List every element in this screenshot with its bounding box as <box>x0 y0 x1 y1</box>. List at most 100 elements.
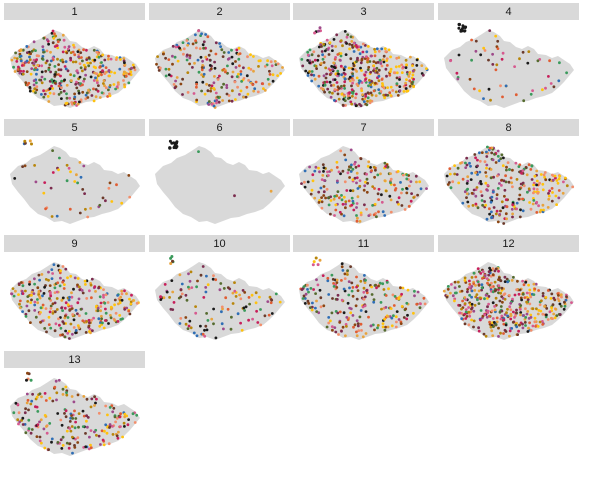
map-point <box>322 166 326 170</box>
map-point <box>533 287 537 291</box>
map-point <box>554 194 558 198</box>
map-point <box>397 196 401 200</box>
map-point <box>376 61 380 64</box>
map-point <box>104 319 107 322</box>
map-point <box>380 307 383 311</box>
map-point <box>343 277 347 280</box>
map-point <box>43 92 47 96</box>
map-point <box>366 99 369 103</box>
map-point <box>502 293 506 297</box>
map-point <box>94 88 98 91</box>
map-point <box>355 334 359 338</box>
map-point <box>501 206 505 210</box>
map-point <box>73 95 77 99</box>
map-point <box>497 335 500 338</box>
map-point <box>76 441 80 444</box>
map-point <box>118 314 122 317</box>
map-point <box>59 276 62 280</box>
map-point <box>78 62 82 65</box>
map-point <box>477 289 481 293</box>
map-point <box>464 281 468 284</box>
map-point <box>373 284 377 287</box>
map-point <box>355 76 359 80</box>
map-point <box>356 289 360 292</box>
map-point <box>23 139 27 143</box>
map-point <box>349 35 353 39</box>
map-point <box>474 39 478 43</box>
map-point <box>400 63 404 67</box>
map-point <box>120 201 124 205</box>
map-point <box>492 175 495 179</box>
map-point <box>358 52 362 56</box>
map-point <box>474 156 477 160</box>
map-point <box>508 334 511 338</box>
map-point <box>209 87 213 90</box>
map-point <box>495 209 499 213</box>
map-point <box>359 104 363 108</box>
map-point <box>38 312 41 316</box>
map-point <box>502 322 506 326</box>
map-point <box>227 51 231 54</box>
map-point <box>485 166 488 170</box>
map-point <box>39 418 43 422</box>
map-point <box>350 196 354 200</box>
map-point <box>68 308 72 311</box>
map-point <box>326 48 330 51</box>
map-point <box>125 306 129 310</box>
map-point <box>489 274 493 278</box>
map-point <box>35 395 39 399</box>
map-point <box>204 55 208 59</box>
map-point <box>369 324 373 328</box>
map-point <box>413 294 416 298</box>
map-point <box>557 196 561 200</box>
map-point <box>30 399 34 403</box>
map-point <box>182 52 185 56</box>
map-point <box>425 187 428 190</box>
map-point <box>340 84 343 88</box>
map-point <box>525 312 529 316</box>
map-point <box>49 186 53 190</box>
map-point <box>558 61 561 65</box>
map-point <box>238 64 241 68</box>
map-point <box>347 199 351 203</box>
map-point <box>218 74 221 78</box>
map-point <box>358 220 362 223</box>
map-point <box>229 327 233 331</box>
map-point <box>363 73 367 77</box>
map-point <box>459 161 462 165</box>
map-point <box>409 55 412 59</box>
map-point <box>395 71 399 75</box>
map-point <box>300 288 304 291</box>
map-point <box>515 207 518 211</box>
map-point <box>474 202 478 206</box>
map-point <box>200 89 203 93</box>
map-point <box>332 38 336 41</box>
map-point <box>491 63 495 66</box>
map-point <box>203 328 206 332</box>
map-point <box>334 45 337 48</box>
map-point <box>333 88 337 91</box>
map-point <box>409 180 413 183</box>
map-point <box>380 78 384 81</box>
map-point <box>234 66 238 69</box>
map-point <box>109 305 113 309</box>
map-point <box>375 215 378 219</box>
map-point <box>483 200 486 203</box>
map-point <box>402 316 406 319</box>
map-point <box>464 317 468 320</box>
map-point <box>478 170 482 174</box>
map-point <box>132 66 136 69</box>
map-point <box>121 435 124 439</box>
map-point <box>303 302 307 305</box>
map-point <box>32 62 36 65</box>
map-point <box>328 73 332 76</box>
map-point <box>329 319 332 323</box>
map-point <box>25 392 29 396</box>
map-point <box>453 164 456 167</box>
map-point <box>518 288 522 292</box>
map-point <box>410 192 413 195</box>
map-point <box>377 49 381 53</box>
map-point <box>114 87 117 91</box>
map-point <box>374 94 378 98</box>
map-point <box>472 319 476 323</box>
